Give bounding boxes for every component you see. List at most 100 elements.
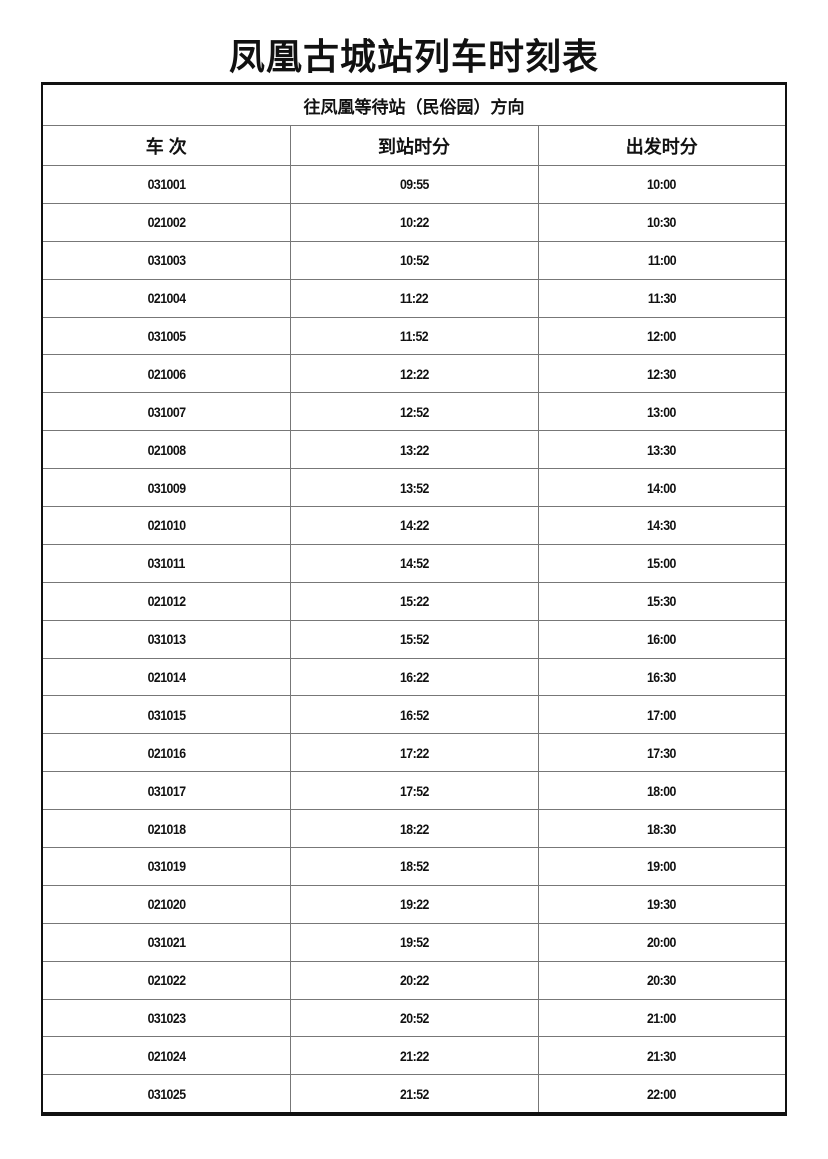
arrival-time-cell-text: 21:22 — [399, 1047, 429, 1064]
departure-time-cell: 17:00 — [537, 695, 787, 735]
table-row: 031009 13:52 14:00 — [41, 468, 787, 508]
table-row: 021002 10:22 10:30 — [41, 202, 787, 242]
departure-time-cell: 15:30 — [537, 581, 787, 621]
arrival-time-cell: 19:22 — [289, 884, 539, 924]
train-number-cell: 031005 — [41, 316, 291, 356]
departure-time-cell: 14:00 — [537, 468, 787, 508]
table-row: 031011 14:52 15:00 — [41, 543, 787, 583]
train-number-cell: 031013 — [41, 619, 291, 659]
arrival-time-cell: 16:52 — [289, 695, 539, 735]
train-number-cell: 031003 — [41, 240, 291, 280]
departure-time-cell: 20:30 — [537, 960, 787, 1000]
train-number-cell-text: 031005 — [147, 328, 186, 344]
train-number-cell-text: 021020 — [147, 896, 186, 913]
departure-time-cell-text: 12:30 — [647, 365, 677, 382]
table-row: 021010 14:22 14:30 — [41, 506, 787, 545]
table-row: 031015 16:52 17:00 — [41, 695, 787, 735]
timetable: 往凤凰等待站（民俗园）方向 车 次 到站时分 出发时分 031001 09:55 1… — [41, 82, 787, 1117]
table-row: 021018 18:22 18:30 — [41, 809, 787, 849]
arrival-time-cell-text: 13:52 — [399, 479, 429, 496]
arrival-time-cell-text: 14:52 — [399, 555, 429, 572]
departure-time-cell-text: 19:30 — [647, 896, 677, 913]
train-number-cell: 031023 — [41, 998, 291, 1038]
departure-time-cell-text: 21:00 — [647, 1010, 677, 1027]
arrival-time-cell: 17:22 — [289, 733, 539, 773]
arrival-time-cell: 13:52 — [289, 468, 539, 508]
departure-time-cell: 13:30 — [537, 430, 787, 470]
arrival-time-cell-text: 21:52 — [399, 1085, 429, 1102]
departure-time-cell: 17:30 — [537, 733, 787, 773]
departure-time-cell-text: 17:00 — [647, 706, 677, 723]
column-header-departure: 出发时分 — [537, 125, 787, 166]
departure-time-cell-text: 13:30 — [647, 441, 677, 458]
train-number-cell-text: 031003 — [147, 252, 186, 269]
train-number-cell: 021018 — [41, 809, 291, 849]
departure-time-cell-text: 21:30 — [647, 1047, 677, 1064]
departure-time-cell: 11:30 — [537, 278, 787, 318]
arrival-time-cell: 12:22 — [289, 354, 539, 394]
train-number-cell: 021008 — [41, 430, 291, 470]
departure-time-cell-text: 11:30 — [647, 290, 677, 307]
departure-time-cell: 11:00 — [537, 240, 787, 280]
departure-time-cell-text: 14:30 — [647, 517, 677, 534]
departure-time-cell-text: 16:00 — [647, 631, 677, 648]
table-row: 031021 19:52 20:00 — [41, 922, 787, 962]
train-number-cell: 031001 — [41, 165, 291, 204]
train-number-cell-text: 021022 — [147, 972, 186, 989]
departure-time-cell: 12:00 — [537, 316, 787, 356]
arrival-time-cell-text: 16:22 — [399, 669, 429, 686]
departure-time-cell-text: 18:30 — [647, 820, 677, 837]
train-number-cell-text: 021016 — [147, 744, 186, 761]
arrival-time-cell: 14:22 — [289, 506, 539, 545]
departure-time-cell: 16:00 — [537, 619, 787, 659]
train-number-cell: 031025 — [41, 1074, 291, 1115]
arrival-time-cell: 10:52 — [289, 240, 539, 280]
train-number-cell: 021022 — [41, 960, 291, 1000]
train-number-cell: 021010 — [41, 506, 291, 545]
table-row: 021020 19:22 19:30 — [41, 884, 787, 924]
train-number-cell: 021004 — [41, 278, 291, 318]
arrival-time-cell: 10:22 — [289, 202, 539, 242]
arrival-time-cell: 15:22 — [289, 581, 539, 621]
arrival-time-cell-text: 15:52 — [399, 631, 429, 648]
arrival-time-cell-text: 12:52 — [399, 403, 429, 420]
departure-time-cell-text: 10:00 — [647, 176, 677, 193]
table-row: 021014 16:22 16:30 — [41, 657, 787, 697]
direction-label: 往凤凰等待站（民俗园）方向 — [41, 83, 787, 126]
train-number-cell-text: 031023 — [147, 1010, 186, 1027]
train-number-cell: 021012 — [41, 581, 291, 621]
arrival-time-cell: 09:55 — [289, 165, 539, 204]
departure-time-cell-text: 22:00 — [647, 1085, 677, 1102]
departure-time-cell: 20:00 — [537, 922, 787, 962]
train-number-cell: 031009 — [41, 468, 291, 508]
train-number-cell-text: 031019 — [147, 858, 186, 875]
train-number-cell: 021006 — [41, 354, 291, 394]
train-number-cell-text: 021012 — [147, 593, 186, 610]
departure-time-cell-text: 12:00 — [647, 328, 677, 344]
table-row: 031001 09:55 10:00 — [41, 165, 787, 204]
departure-time-cell: 10:00 — [537, 165, 787, 204]
table-row: 031017 17:52 18:00 — [41, 771, 787, 811]
arrival-time-cell-text: 17:52 — [399, 782, 429, 799]
table-row: 031005 11:52 12:00 — [41, 316, 787, 356]
departure-time-cell-text: 17:30 — [647, 744, 677, 761]
train-number-cell-text: 031025 — [147, 1085, 186, 1102]
train-number-cell-text: 021018 — [147, 820, 186, 837]
departure-time-cell: 18:00 — [537, 771, 787, 811]
table-row: 031019 18:52 19:00 — [41, 847, 787, 886]
train-number-cell: 031015 — [41, 695, 291, 735]
train-number-cell-text: 031017 — [147, 782, 186, 799]
arrival-time-cell: 20:52 — [289, 998, 539, 1038]
departure-time-cell-text: 19:00 — [647, 858, 677, 875]
arrival-time-cell-text: 10:22 — [399, 214, 429, 231]
train-number-cell-text: 021006 — [147, 365, 186, 382]
arrival-time-cell: 13:22 — [289, 430, 539, 470]
arrival-time-cell-text: 20:22 — [399, 972, 429, 989]
table-row: 021016 17:22 17:30 — [41, 733, 787, 773]
departure-time-cell-text: 16:30 — [647, 669, 677, 686]
arrival-time-cell-text: 17:22 — [399, 744, 429, 761]
arrival-time-cell-text: 16:52 — [399, 706, 429, 723]
arrival-time-cell: 21:52 — [289, 1074, 539, 1115]
departure-time-cell: 22:00 — [537, 1074, 787, 1115]
arrival-time-cell-text: 19:22 — [399, 896, 429, 913]
